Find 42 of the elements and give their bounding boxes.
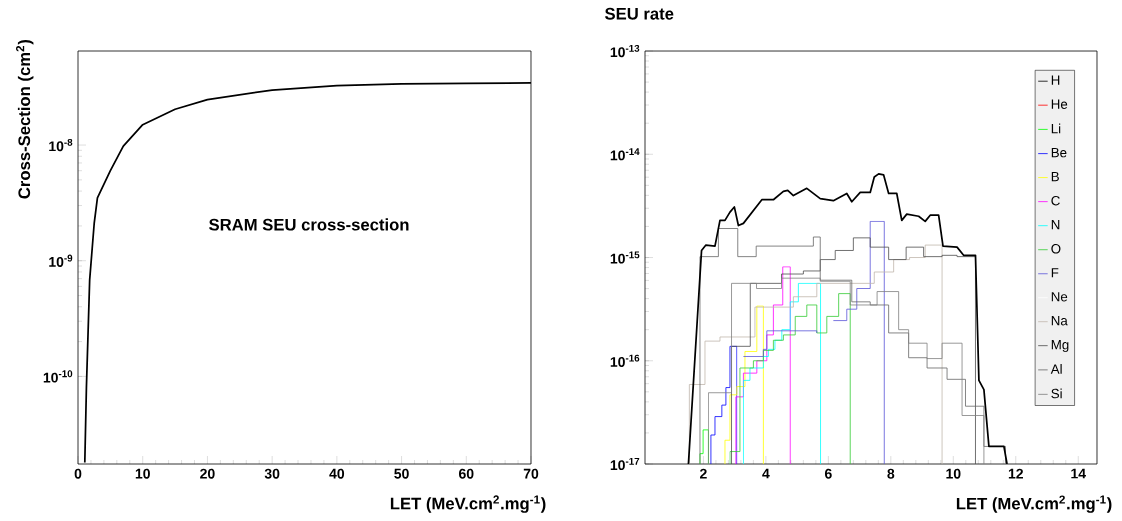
legend-label: Be [1051, 148, 1067, 158]
legend-label: Ne [1051, 292, 1068, 302]
y-tick-label: 10$^{-16}$ [610, 354, 640, 367]
x-tick-label: 50 [394, 468, 409, 479]
x-tick-label: 10 [946, 468, 961, 479]
x-tick-label: 14 [1071, 468, 1086, 479]
legend-label: H [1051, 75, 1060, 85]
x-axis-title: LET (MeV.cm$^{2}$.mg$^{-1}$) [390, 495, 546, 513]
x-tick-label: 6 [824, 468, 832, 479]
annotation: SRAM SEU cross-section [209, 218, 409, 231]
legend-label: He [1051, 99, 1068, 109]
legend-label: Al [1050, 364, 1062, 374]
legend-label: F [1051, 268, 1059, 278]
y-axis-title: Cross-Section (cm$^{2}$) [16, 40, 34, 199]
x-tick-label: 60 [459, 468, 474, 479]
x-tick-label: 10 [135, 468, 150, 479]
x-tick-label: 30 [264, 468, 280, 479]
x-tick-label: 0 [74, 468, 82, 479]
x-axis-title: LET (MeV.cm$^{2}$.mg$^{-1}$) [956, 495, 1112, 513]
legend-label: N [1051, 220, 1060, 230]
y-tick-label: 10$^{-17}$ [610, 457, 640, 471]
y-tick-label: 10$^{-13}$ [610, 44, 640, 58]
x-tick-label: 40 [329, 468, 345, 479]
legend-label: Na [1051, 316, 1068, 326]
legend-label: O [1051, 244, 1061, 254]
x-tick-label: 2 [700, 468, 707, 479]
legend-label: Li [1051, 123, 1061, 134]
legend-label: B [1051, 172, 1059, 182]
x-tick-label: 70 [523, 468, 539, 479]
x-tick-label: 12 [1008, 468, 1023, 479]
legend-label: C [1051, 195, 1060, 206]
y-tick-label: 10$^{-14}$ [610, 148, 640, 161]
chart-title: SEU rate [604, 7, 674, 20]
y-tick-label: 10$^{-15}$ [610, 251, 640, 264]
x-tick-label: 4 [762, 468, 770, 479]
legend-label: Mg [1051, 340, 1069, 353]
y-tick-label: 10$^{-10}$ [43, 370, 73, 383]
y-tick-label: 10$^{-8}$ [49, 138, 73, 152]
legend-label: Si [1051, 388, 1062, 399]
x-tick-label: 20 [200, 468, 215, 479]
x-tick-label: 8 [887, 468, 895, 479]
y-tick-label: 10$^{-9}$ [49, 254, 73, 267]
